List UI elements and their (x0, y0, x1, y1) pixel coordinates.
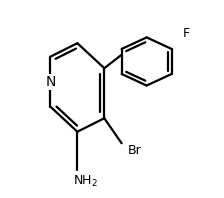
Text: Br: Br (127, 145, 141, 157)
Text: F: F (183, 27, 190, 40)
Text: N: N (45, 75, 56, 89)
Text: NH$_2$: NH$_2$ (73, 174, 97, 189)
